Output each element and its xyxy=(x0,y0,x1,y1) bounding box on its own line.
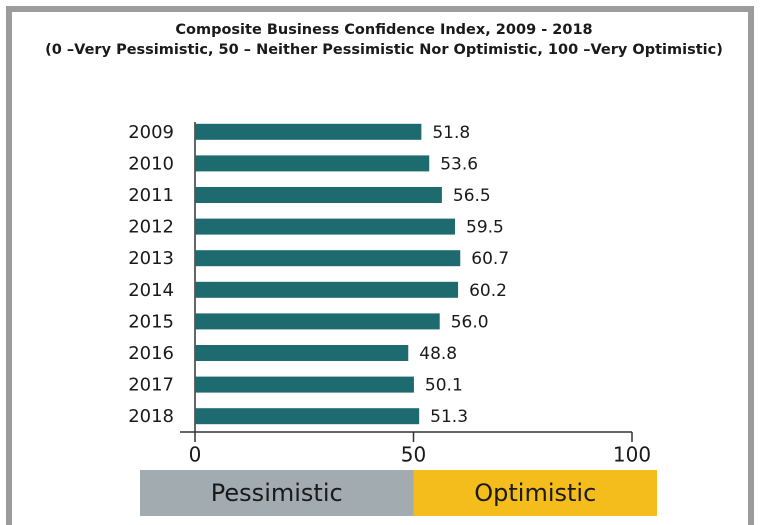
y-tick-label: 2015 xyxy=(128,311,174,332)
value-label: 51.3 xyxy=(430,407,468,427)
y-tick-label: 2014 xyxy=(128,280,174,301)
bar xyxy=(195,408,420,425)
bar xyxy=(195,187,442,203)
zone-band xyxy=(413,470,657,516)
y-tick-label: 2011 xyxy=(128,185,174,206)
value-label: 50.1 xyxy=(425,376,463,396)
zone-label: Pessimistic xyxy=(211,479,343,507)
frame xyxy=(6,6,754,525)
zone-band xyxy=(140,470,414,516)
y-tick-label: 2013 xyxy=(128,248,174,269)
bar xyxy=(195,376,414,393)
bar xyxy=(195,218,456,235)
bar xyxy=(195,345,409,361)
bar xyxy=(195,281,459,298)
value-label: 60.2 xyxy=(469,281,507,301)
y-tick-label: 2017 xyxy=(128,375,174,396)
x-tick-label: 100 xyxy=(613,443,651,467)
y-tick-label: 2012 xyxy=(128,217,174,238)
x-tick-label: 50 xyxy=(401,443,426,467)
value-label: 51.8 xyxy=(432,123,470,143)
y-tick-label: 2018 xyxy=(128,406,174,427)
bar xyxy=(195,155,430,172)
y-tick-label: 2016 xyxy=(128,343,174,364)
chart-title: Composite Business Confidence Index, 200… xyxy=(175,22,592,38)
x-tick-label: 0 xyxy=(189,443,202,467)
value-label: 59.5 xyxy=(466,218,504,238)
value-label: 48.8 xyxy=(419,344,457,364)
bar xyxy=(195,250,461,267)
chart-subtitle: (0 –Very Pessimistic, 50 – Neither Pessi… xyxy=(45,42,723,58)
y-tick-label: 2010 xyxy=(128,153,174,174)
value-label: 56.0 xyxy=(451,312,489,332)
value-label: 56.5 xyxy=(453,186,491,206)
value-label: 53.6 xyxy=(440,154,478,174)
value-label: 60.7 xyxy=(471,249,509,269)
bar xyxy=(195,123,422,140)
zone-label: Optimistic xyxy=(474,479,596,507)
y-tick-label: 2009 xyxy=(128,122,174,143)
bar xyxy=(195,313,440,330)
